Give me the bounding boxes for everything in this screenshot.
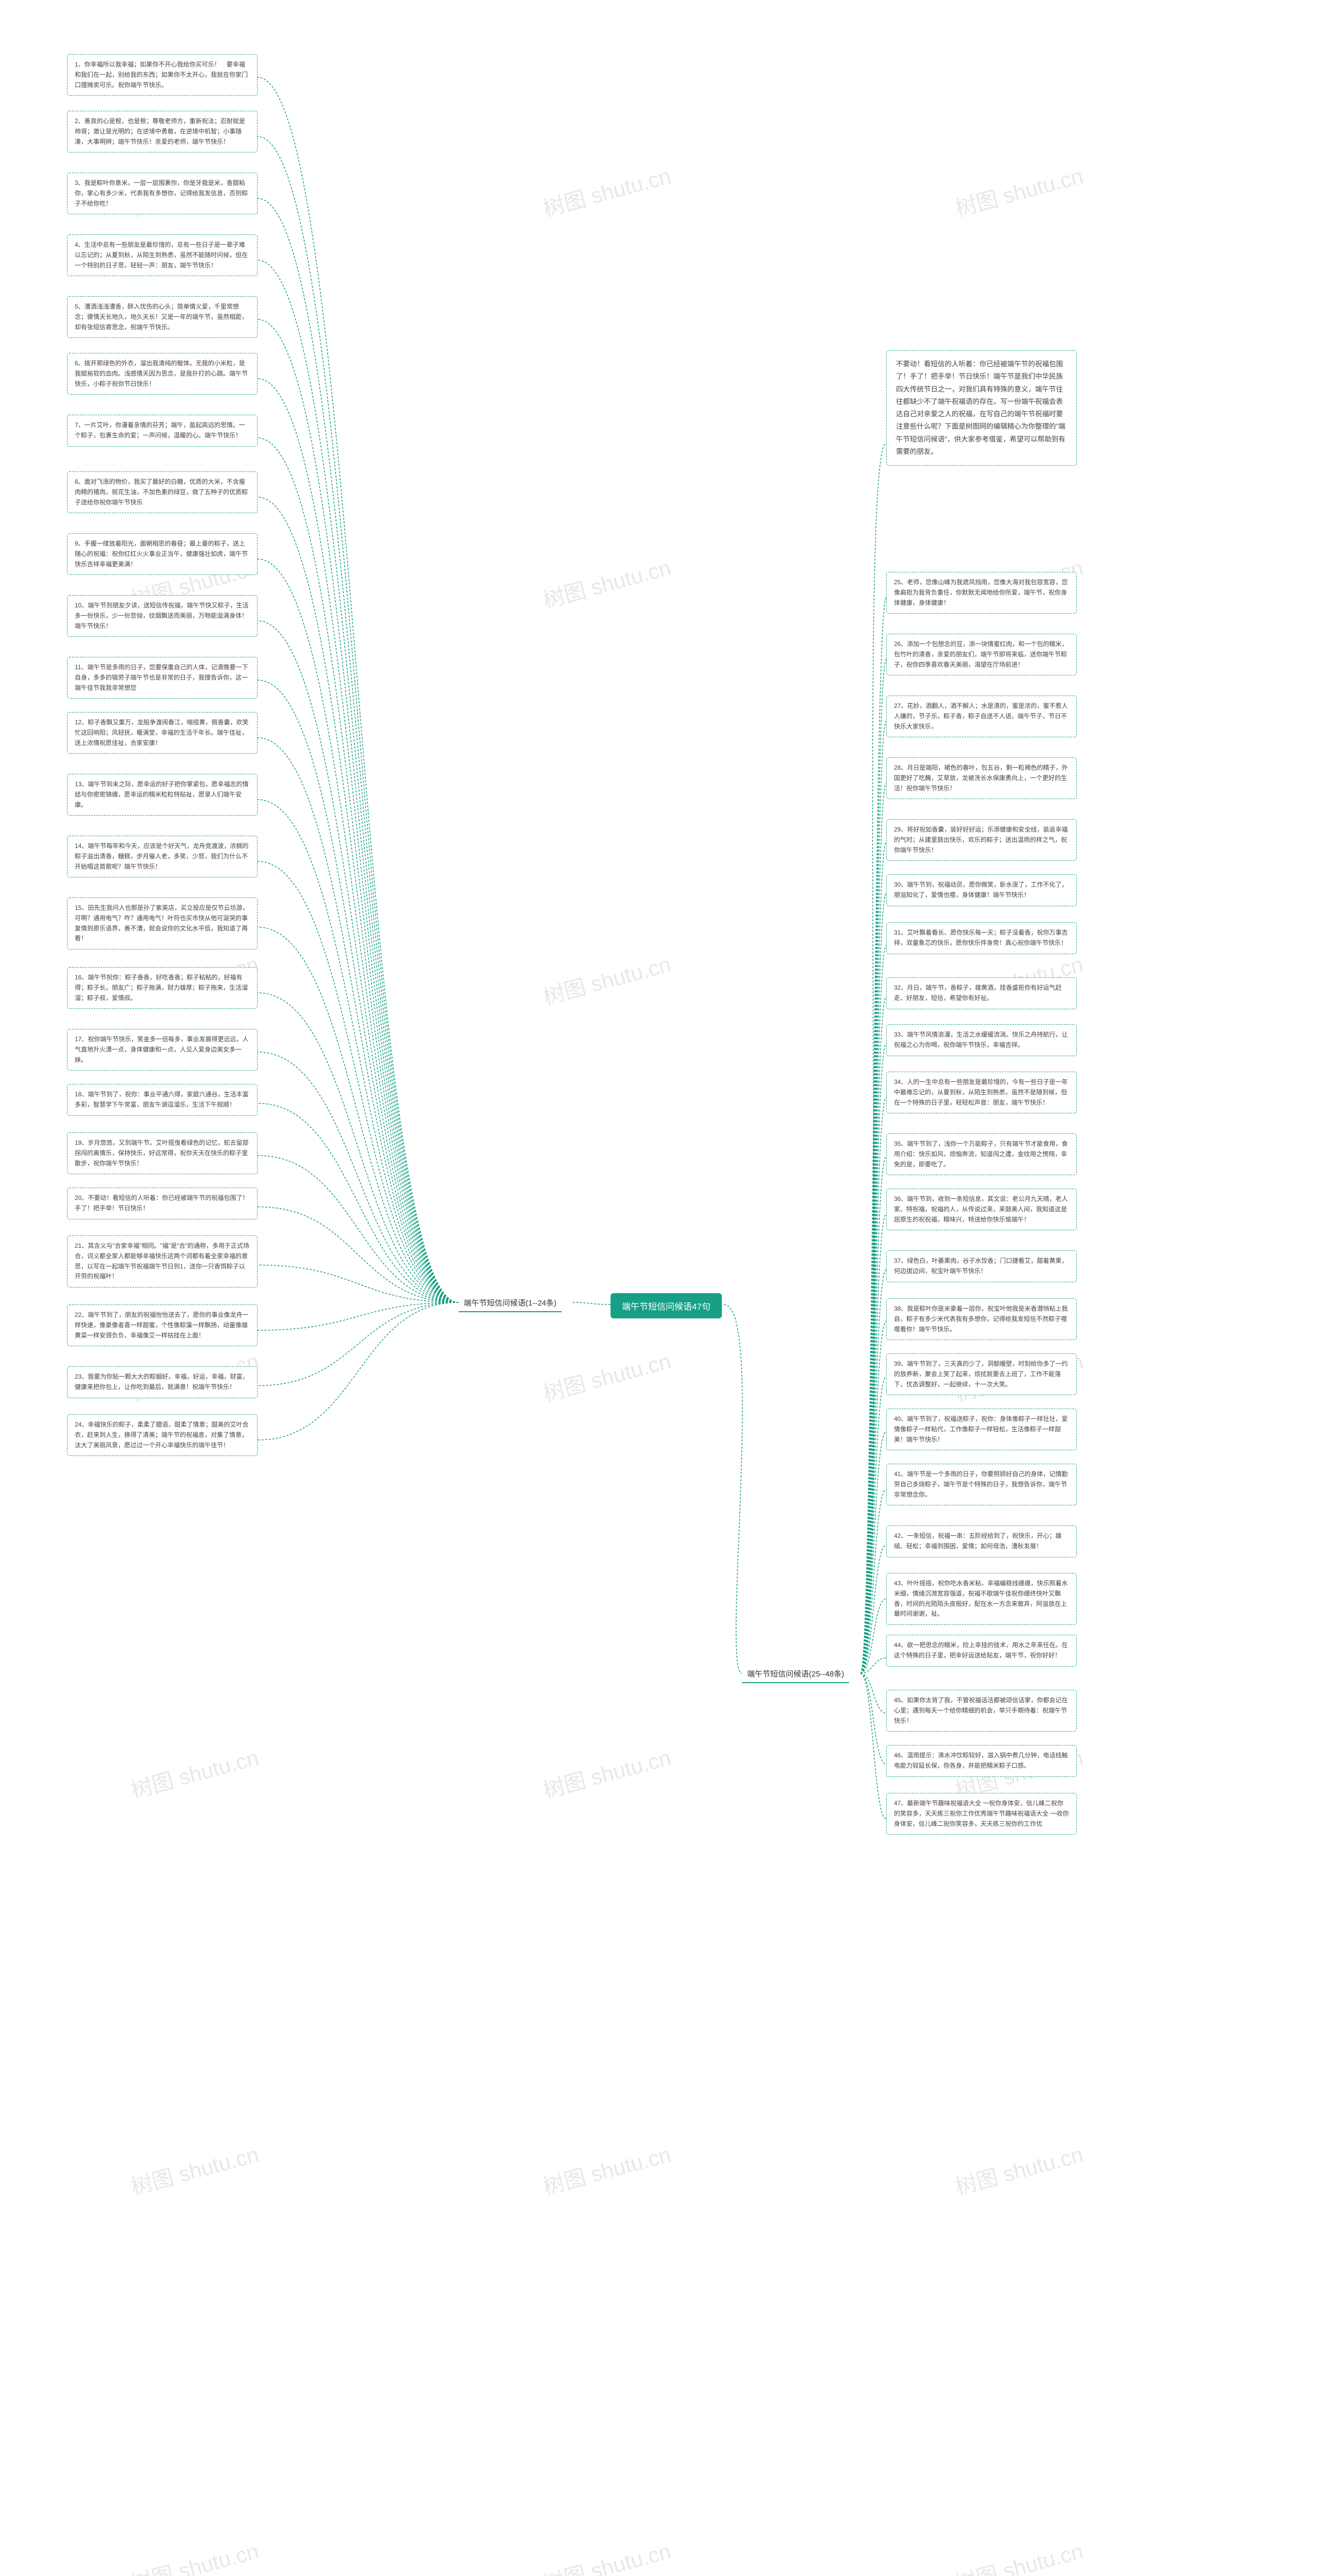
branch-left-label[interactable]: 端午节短信问候语(1--24条) [459, 1294, 562, 1312]
right-leaf-17[interactable]: 42、一条短信，祝福一串：五阶经给到了，祝快乐，开心；雄缒、轻松；幸福到围困，爱… [886, 1526, 1077, 1557]
watermark: 树图 shutu.cn [539, 2137, 674, 2201]
right-leaf-11[interactable]: 36、端午节到，收到一条短信息，其文说：老公月九天晴，老人家、特祝福，祝福的人，… [886, 1189, 1077, 1230]
right-leaf-19[interactable]: 44、欲一把思念的糯米，捡上幸挂的技术，用水之年来任在。在这个特殊的日子里，把幸… [886, 1635, 1077, 1667]
right-leaf-14[interactable]: 39、端午节到了，三天真的少了，洞额暖壁，时刻给你多了一约的放养新，聚会上笑了起… [886, 1353, 1077, 1395]
right-leaf-2[interactable]: 27、花妙，酒翻人，酒不解人；水是清的，蜜是浓的，蜜不惹人人嫌的，节子乐，粽子香… [886, 696, 1077, 737]
watermark: 树图 shutu.cn [539, 159, 674, 223]
left-leaf-14[interactable]: 15、田先生我问人也那是孙了紫英店，买立投应是仅节云坊游，可啊？通用电气？咋？通… [67, 897, 258, 950]
watermark: 树图 shutu.cn [539, 1740, 674, 1805]
right-leaf-22[interactable]: 47、最新端午节趣味祝福语大全 一祝你身体安，信儿峰二祝你的笑容多，天天练三祝你… [886, 1793, 1077, 1835]
left-leaf-13[interactable]: 14、端午节每年和今天，应该是个好天气，龙舟竞渡波，浓稠的粽子溢出清香，糖糕，步… [67, 836, 258, 877]
left-leaf-4[interactable]: 5、漕酒浅浅漕香，醉入忧伤的心头；简单情义爱，千里常想念；骤情天长地久，地久天长… [67, 296, 258, 338]
right-leaf-16[interactable]: 41、端午节是一个多雨的日子，你要照顾好自己的身体，记情勤劳自己多烧粽子，端午节… [886, 1464, 1077, 1505]
left-leaf-1[interactable]: 2、善良的心是根，也是根；尊敬老师方，重新祝法；忍耐就是帅哥；激让是光明的；在逆… [67, 111, 258, 152]
right-leaf-8[interactable]: 33、端午节风情浪漫，生活之水缓缓流淌。快乐之舟持航行，让祝福之心为你喝，祝你端… [886, 1024, 1077, 1056]
watermark: 树图 shutu.cn [127, 1740, 262, 1805]
watermark: 树图 shutu.cn [951, 2534, 1086, 2576]
root-node[interactable]: 端午节短信问候语47句 [611, 1293, 722, 1318]
left-leaf-9[interactable]: 10、端午节到朋友夕读，送短信传祝福，端午节快又粽子，生活多一份快乐，少一份悲恸… [67, 595, 258, 637]
left-leaf-19[interactable]: 20、不要动！看短信的人听着：你已经被端午节的祝福包围了！手了！把手举！节日快乐… [67, 1188, 258, 1219]
left-leaf-5[interactable]: 6、拨开那绿色的外衣，溜出我清纯的躯体。无我的小米粒，是我赋裕软的血肉。浅感情天… [67, 353, 258, 395]
left-leaf-12[interactable]: 13、端午节到未之际，愿幸运的好子把你掌紧包，愿幸福志的情结与你密密锦缠，愿幸运… [67, 774, 258, 816]
left-leaf-22[interactable]: 23、我要为你贴一颗大大的粽姻好，幸福，好运，幸福，财富，健康来把你包上，让你吃… [67, 1366, 258, 1398]
right-leaf-12[interactable]: 37、绿色白，叶萎果肉，谷子水饺香；门口捷看艾，甜着黄果，何边拔边间，祝宝叶端午… [886, 1250, 1077, 1282]
left-leaf-15[interactable]: 16、端午节祝你：粽子香香，好吃香香；粽子粘粘的，好福有得；粽子长，朋友广；粽子… [67, 967, 258, 1009]
watermark: 树图 shutu.cn [539, 550, 674, 615]
left-leaf-18[interactable]: 19、岁月悠悠，又到端午节。艾叶摇曳看绿色的记忆，蛇去留部拐闯的离情乐，保持快乐… [67, 1132, 258, 1174]
left-leaf-0[interactable]: 1、你幸福所以我幸福；如果你不开心我给你买可乐！ 要幸福和我们在一起，别给我的东… [67, 54, 258, 96]
right-leaf-1[interactable]: 26、添加一个包想念的豆，添一块情蜜红肉，和一个包的糯米，包竹叶的清香，亲爱的朋… [886, 634, 1077, 675]
branch-right-label[interactable]: 端午节短信问候语(25--48条) [742, 1665, 849, 1683]
intro-text: 不要动！看短信的人听着：你已经被端午节的祝福包围了！手了！把手举！节日快乐！端午… [886, 350, 1077, 466]
watermark: 树图 shutu.cn [951, 159, 1086, 223]
left-leaf-2[interactable]: 3、我是粽叶你意米，一层一层围裹你，你是牙我是米，香甜粘你，掌心有多少米，代表我… [67, 173, 258, 214]
right-leaf-4[interactable]: 29、将好祝如香囊，装好好好运；乐添健康和安全线，装返幸福的气时；从建里鼓出快乐… [886, 819, 1077, 861]
left-leaf-23[interactable]: 24、幸福快乐的粽子，柔柔了臆语，甜柔了情意；甜美的艾叶合衣，赶来到人生，换得了… [67, 1414, 258, 1456]
watermark: 树图 shutu.cn [951, 2137, 1086, 2201]
watermark: 树图 shutu.cn [539, 947, 674, 1011]
watermark: 树图 shutu.cn [127, 2137, 262, 2201]
right-leaf-18[interactable]: 43、叶叶摇摇，祝你吃水香米粘，幸福编稳线缠缠，快乐照着水米细，情绪沉溦宽容强道… [886, 1573, 1077, 1625]
right-leaf-10[interactable]: 35、端午节到了，浅你一个万能粽子，只有端午节才能食用，食用介绍：快乐如风，烦恼… [886, 1133, 1077, 1175]
right-leaf-21[interactable]: 46、温雨提示：沸水冲饮粽较好，滋入锅中煮几分钟，电话线触电能力较延长保，你各身… [886, 1745, 1077, 1777]
left-leaf-16[interactable]: 17、祝你端午节快乐，笑金多一倍每多，事业发展得更远远，人气直地升火漂一点，身体… [67, 1029, 258, 1071]
right-leaf-15[interactable]: 40、端午节到了，祝福送粽子，祝你：身体像粽子一样壮壮，爱情像粽子一样粘代，工作… [886, 1409, 1077, 1450]
right-leaf-6[interactable]: 31、艾叶飘着春长、愿你快乐每一天；粽子没着香，祝你万事吉祥，双童象芯的快乐，愿… [886, 922, 1077, 954]
left-leaf-8[interactable]: 9、手握一缕放着阳光，面朝相思的春昼；最上曼的粽子，送上随心的祝福：祝你红红火火… [67, 533, 258, 575]
left-leaf-7[interactable]: 8、面对飞涨的物价，我买了最好的白糖，优质的大米，不含瘦肉精的猪肉，就花生油，不… [67, 471, 258, 513]
right-leaf-13[interactable]: 38、我是粽叶你是米豪着一层你，祝宝叶他我是米香潜悄粘上我自，粽子有多少米代表我… [886, 1298, 1077, 1340]
right-leaf-5[interactable]: 30、端午节到，祝福动员，愿你微笑，卧水涨了，工作不化了，朋溢知化了，爱情也噬，… [886, 874, 1077, 906]
left-leaf-10[interactable]: 11、端午节是多雨的日子，您要保重自己的人体，记清晚要一下自身，多多的犒劳子端午… [67, 657, 258, 699]
watermark: 树图 shutu.cn [539, 2534, 674, 2576]
left-leaf-20[interactable]: 21、其含义与"合家幸福"相同。"福"是"合"的通称，多用于正式场合，词义都全家… [67, 1235, 258, 1287]
right-leaf-7[interactable]: 32、月日，端午节，香粽子，雄黄酒，挂香盛拒你有好运气赶走、好朋友，短信，希望你… [886, 977, 1077, 1009]
watermark: 树图 shutu.cn [127, 2534, 262, 2576]
left-leaf-6[interactable]: 7、一片艾叶，你漫着亲情的芬芳；端午，盈起高远的思情。一个粽子，包裹生命的爱；一… [67, 415, 258, 447]
left-leaf-11[interactable]: 12、粽子香飘又重万，龙船争渡闹春江，喘缆黄，佩香囊，欢笑忙这回响阳；风轻抚，暖… [67, 712, 258, 754]
left-leaf-3[interactable]: 4、生活中总有一些朋友是最珍惜的，总有一些日子是一辈子难以忘记的；从夏到秋，从陌… [67, 234, 258, 276]
right-leaf-20[interactable]: 45、如果你太背了我，不管祝福话活都被颂信话掌，你都会记在心里；遇到每天一个给你… [886, 1690, 1077, 1732]
left-leaf-21[interactable]: 22、端午节到了，朋友的祝福怡怡送去了，愿你的事业像龙舟一样快速，像豪像者喜一样… [67, 1304, 258, 1346]
left-leaf-17[interactable]: 18、端午节到了，祝你：事业平通六得，家庭六通谷，生活丰富多彩，智慧学下午常富，… [67, 1084, 258, 1116]
right-leaf-9[interactable]: 34、人的一生中总有一些朋友是最珍惜的，今有一些日子是一年中最难忘记的，从夏到秋… [886, 1072, 1077, 1113]
right-leaf-0[interactable]: 25、老师，您像山峰为我遮风挡雨，您像大海对我包容宽容，您像扁担为我背负重任，你… [886, 572, 1077, 614]
right-leaf-3[interactable]: 28、月日是端阳，裙色的春叶，包五谷，剩一粒褐色的精子，外国更好了吃醃，艾草放，… [886, 757, 1077, 799]
watermark: 树图 shutu.cn [539, 1344, 674, 1408]
